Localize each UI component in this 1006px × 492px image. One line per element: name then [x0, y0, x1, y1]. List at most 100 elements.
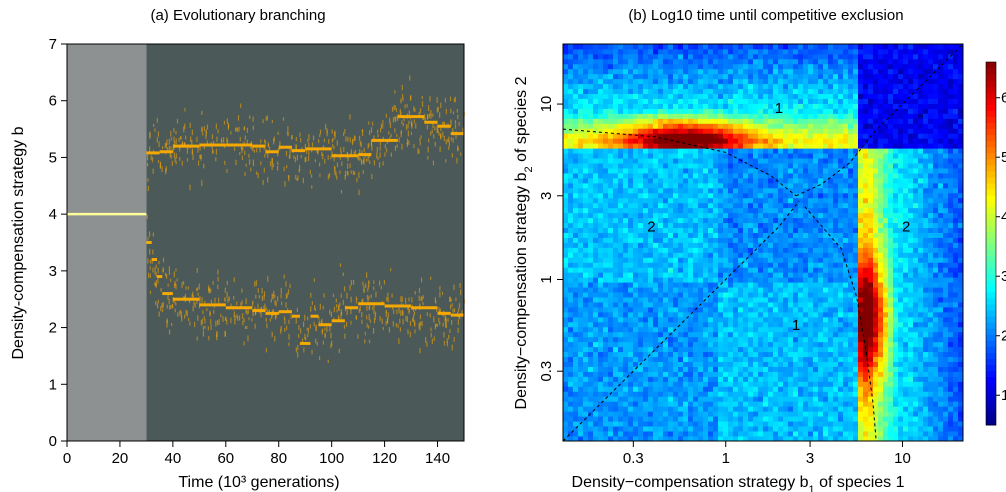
mutant-dot [389, 268, 392, 272]
mutant-dot [307, 327, 310, 334]
mutant-dot [322, 340, 325, 345]
mutant-dot [345, 321, 348, 327]
mutant-dot [359, 140, 361, 146]
mutant-dot [401, 309, 404, 316]
mutant-dot [363, 285, 365, 292]
mutant-dot [184, 108, 186, 112]
mutant-dot [204, 319, 206, 324]
mutant-dot [408, 140, 410, 145]
mutant-dot [448, 141, 450, 147]
mutant-dot [411, 122, 413, 127]
mutant-dot [146, 154, 149, 161]
mutant-dot [344, 129, 346, 134]
mutant-dot [147, 178, 149, 182]
mutant-dot [436, 127, 438, 133]
mutant-dot [384, 152, 386, 157]
mutant-dot [149, 131, 151, 138]
mutant-dot [309, 324, 311, 329]
mutant-dot [226, 137, 228, 143]
mutant-dot [224, 160, 226, 165]
mutant-dot [430, 276, 432, 280]
mutant-dot [239, 136, 241, 142]
mutant-dot [175, 131, 177, 135]
mutant-dot [156, 137, 158, 143]
mutant-dot [294, 156, 296, 163]
mutant-dot [328, 138, 330, 144]
mutant-dot [189, 321, 191, 326]
mutant-dot [325, 124, 327, 130]
mutant-dot [366, 315, 368, 320]
mutant-dot [353, 171, 356, 176]
mutant-dot [323, 138, 325, 143]
mutant-dot [295, 174, 297, 180]
mutant-dot [426, 125, 428, 130]
mutant-dot [446, 338, 448, 343]
mutant-dot [419, 325, 421, 331]
panel-b-heatmap [563, 44, 964, 442]
mutant-dot [189, 122, 191, 128]
mutant-dot [449, 304, 452, 310]
mutant-dot [452, 137, 454, 143]
mutant-dot [261, 295, 263, 302]
mutant-dot [379, 146, 381, 151]
mutant-dot [248, 317, 250, 321]
mutant-dot [439, 146, 441, 152]
mutant-dot [265, 317, 267, 322]
mutant-dot [154, 128, 156, 132]
mutant-dot [252, 116, 254, 122]
mutant-dot [362, 281, 364, 286]
mutant-dot [254, 281, 256, 287]
mutant-dot [209, 287, 211, 294]
mutant-dot [415, 123, 417, 129]
mutant-dot [418, 149, 420, 154]
mutant-dot [448, 136, 450, 143]
mutant-dot [442, 322, 444, 327]
mutant-dot [193, 301, 195, 306]
mutant-dot [196, 298, 198, 304]
mutant-dot [153, 123, 155, 127]
mutant-dot [223, 120, 226, 125]
mutant-dot [399, 318, 401, 324]
mutant-dot [330, 332, 332, 339]
mutant-dot [400, 296, 402, 302]
x-tick-label: 20 [112, 450, 129, 467]
mutant-dot [233, 311, 235, 318]
mutant-dot [302, 321, 305, 328]
mutant-dot [202, 310, 204, 315]
mutant-dot [314, 304, 316, 310]
mutant-dot [380, 127, 382, 133]
mutant-dot [225, 316, 227, 322]
mutant-dot [218, 319, 220, 325]
mutant-dot [414, 107, 416, 112]
mutant-dot [252, 147, 254, 152]
mutant-dot [199, 298, 201, 303]
x-tick-label: 80 [270, 450, 287, 467]
mutant-dot [394, 90, 396, 94]
mutant-dot [430, 332, 432, 338]
mutant-dot [290, 147, 293, 152]
mutant-dot [373, 309, 375, 315]
mutant-dot [190, 136, 192, 143]
mutant-dot [246, 310, 248, 315]
mutant-dot [289, 147, 291, 153]
mutant-dot [445, 159, 447, 163]
mutant-dot [201, 318, 204, 325]
mutant-dot [216, 331, 218, 337]
mutant-dot [266, 323, 268, 329]
mutant-dot [168, 304, 171, 310]
mutant-dot [287, 175, 290, 179]
mutant-dot [262, 119, 264, 124]
mutant-dot [263, 291, 266, 297]
mutant-dot [287, 130, 289, 135]
mutant-dot [421, 101, 424, 107]
mutant-dot [363, 156, 365, 162]
mutant-dot [308, 134, 310, 140]
mutant-dot [260, 311, 262, 318]
mutant-dot [176, 118, 179, 124]
mutant-dot [280, 326, 282, 332]
mutant-dot [187, 286, 189, 290]
mutant-dot [171, 160, 174, 166]
mutant-dot [238, 126, 240, 132]
mutant-dot [340, 150, 342, 156]
mutant-dot [420, 135, 422, 139]
